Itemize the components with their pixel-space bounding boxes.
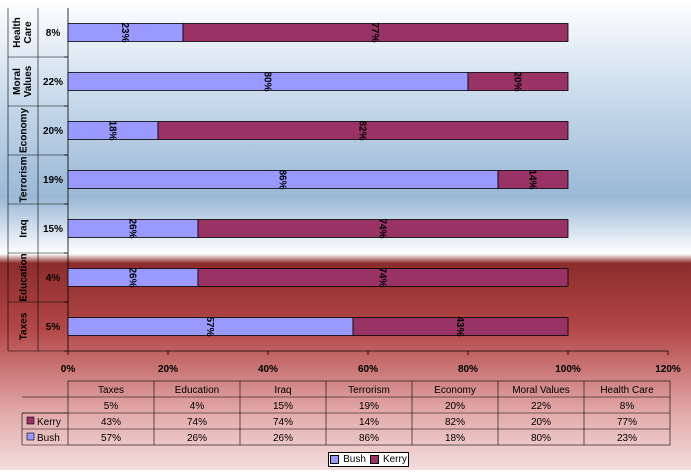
data-label-bush: 86%	[277, 169, 288, 189]
data-table-header: Taxes	[98, 385, 124, 396]
x-tick-label: 20%	[158, 364, 178, 375]
category-share-label: 4%	[46, 273, 61, 284]
category-label: HealthCare	[12, 17, 34, 48]
data-table-cell: 18%	[445, 433, 465, 444]
category-label: Terrorism	[19, 156, 30, 202]
category-label: Education	[19, 253, 30, 301]
bar-segment-kerry	[467, 72, 569, 91]
bar-segment-kerry	[182, 23, 569, 42]
category-share-label: 8%	[46, 28, 61, 39]
data-table-header: Education	[175, 385, 219, 396]
data-label-bush: 26%	[127, 218, 138, 238]
category-share-label: 22%	[43, 77, 63, 88]
data-label-bush: 57%	[204, 316, 215, 336]
data-table-cell: 80%	[531, 433, 551, 444]
data-table-header: Iraq	[274, 385, 291, 396]
data-label-kerry: 43%	[454, 316, 465, 336]
bar-segment-kerry	[352, 317, 569, 336]
data-table-cell: 77%	[617, 417, 637, 428]
data-table-legend-key	[26, 416, 35, 425]
x-tick-label: 40%	[258, 364, 278, 375]
data-label-bush: 26%	[127, 267, 138, 287]
data-label-kerry: 77%	[369, 22, 380, 42]
x-tick-label: 60%	[358, 364, 378, 375]
data-label-kerry: 74%	[377, 267, 388, 287]
data-table-header: Health Care	[600, 385, 654, 396]
x-tick-label: 0%	[61, 364, 76, 375]
x-tick-label: 80%	[458, 364, 478, 375]
data-table-header: Moral Values	[512, 385, 570, 396]
legend-swatch-bush	[330, 455, 340, 464]
data-table-row-label: Kerry	[37, 417, 61, 428]
data-table-cell: 57%	[101, 433, 121, 444]
data-label-bush: 80%	[262, 71, 273, 91]
data-label-kerry: 74%	[377, 218, 388, 238]
data-table-cell: 20%	[531, 417, 551, 428]
x-tick-label: 100%	[555, 364, 581, 375]
data-label-bush: 23%	[119, 22, 130, 42]
data-label-kerry: 82%	[357, 120, 368, 140]
category-label: Iraq	[19, 219, 30, 237]
bar-segment-kerry	[157, 121, 569, 140]
data-table-cell: 8%	[620, 401, 635, 412]
data-table-header: Economy	[434, 385, 476, 396]
data-table-cell: 86%	[359, 433, 379, 444]
category-label: Taxes	[19, 312, 30, 340]
legend-label-kerry: Kerry	[382, 454, 407, 465]
legend: Bush Kerry	[328, 452, 409, 467]
data-table-cell: 23%	[617, 433, 637, 444]
data-table-cell: 74%	[273, 417, 293, 428]
data-table-legend-key	[26, 432, 35, 441]
data-table-cell: 15%	[273, 401, 293, 412]
category-label: Economy	[19, 108, 30, 153]
data-table-header: Terrorism	[348, 385, 390, 396]
legend-swatch-kerry	[369, 455, 379, 464]
data-table-cell: 4%	[190, 401, 205, 412]
data-table-cell: 74%	[187, 417, 207, 428]
category-share-label: 15%	[43, 224, 63, 235]
data-label-kerry: 14%	[527, 169, 538, 189]
bar-segment-kerry	[197, 268, 569, 287]
category-share-label: 20%	[43, 126, 63, 137]
data-label-kerry: 20%	[512, 71, 523, 91]
x-tick-label: 120%	[655, 364, 681, 375]
data-table-cell: 43%	[101, 417, 121, 428]
data-table-cell: 20%	[445, 401, 465, 412]
category-share-label: 5%	[46, 322, 61, 333]
data-table-cell: 22%	[531, 401, 551, 412]
data-table-cell: 26%	[273, 433, 293, 444]
data-table-cell: 14%	[359, 417, 379, 428]
data-table-cell: 5%	[104, 401, 119, 412]
category-label: MoralValues	[12, 65, 34, 97]
category-share-label: 19%	[43, 175, 63, 186]
data-table-row-label: Bush	[37, 433, 60, 444]
bar-segment-kerry	[497, 170, 569, 189]
data-table-cell: 19%	[359, 401, 379, 412]
data-label-bush: 18%	[107, 120, 118, 140]
bar-segment-kerry	[197, 219, 569, 238]
data-table-cell: 82%	[445, 417, 465, 428]
legend-label-bush: Bush	[343, 454, 366, 465]
data-table-cell: 26%	[187, 433, 207, 444]
